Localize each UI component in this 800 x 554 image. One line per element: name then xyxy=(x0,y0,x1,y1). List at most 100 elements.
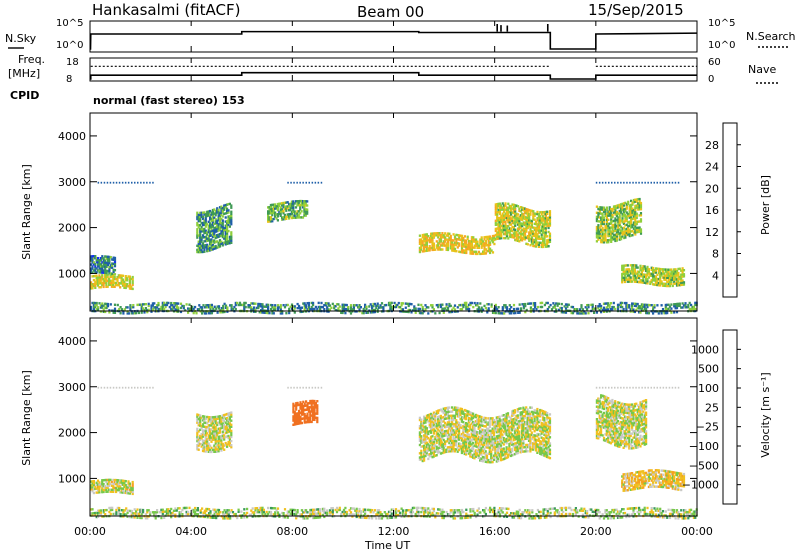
heat-cell xyxy=(650,278,653,282)
heat-cell xyxy=(427,449,430,452)
heat-cell xyxy=(634,216,637,220)
heat-cell xyxy=(110,488,113,491)
heat-cell xyxy=(224,429,227,433)
heat-cell xyxy=(227,215,230,218)
heat-cell xyxy=(121,491,125,494)
heat-cell xyxy=(94,286,97,289)
heat-cell xyxy=(512,232,515,235)
heat-cell xyxy=(483,425,486,428)
heat-cell xyxy=(453,433,456,436)
heat-cell xyxy=(501,228,504,232)
heat-cell xyxy=(514,311,517,315)
heat-cell xyxy=(99,259,102,262)
heat-cell xyxy=(458,409,461,412)
heat-cell xyxy=(611,213,614,217)
heat-cell xyxy=(209,444,212,447)
heat-cell xyxy=(109,266,112,269)
heat-cell xyxy=(600,234,603,238)
heat-cell xyxy=(480,418,483,421)
heat-cell xyxy=(492,421,496,424)
heat-cell xyxy=(510,223,513,226)
heat-cell xyxy=(218,417,222,420)
heat-cell xyxy=(204,450,207,453)
heat-cell xyxy=(228,237,231,241)
heat-cell xyxy=(539,241,542,244)
heat-cell xyxy=(479,436,482,439)
heat-cell xyxy=(181,304,184,308)
heat-cell xyxy=(630,214,633,217)
heat-cell xyxy=(659,274,662,277)
heat-cell xyxy=(495,445,498,448)
heat-cell xyxy=(432,430,435,433)
heat-cell xyxy=(460,234,464,238)
heat-cell xyxy=(407,310,410,314)
heat-cell xyxy=(116,481,119,484)
heat-cell xyxy=(455,239,458,243)
heat-cell xyxy=(576,308,579,311)
heat-cell xyxy=(620,219,623,222)
heat-cell xyxy=(112,258,115,261)
heat-cell xyxy=(223,310,226,314)
heat-cell xyxy=(170,303,173,307)
heat-cell xyxy=(473,457,476,460)
heat-cell xyxy=(617,232,620,236)
nave-tick-bottom: 0 xyxy=(708,74,714,85)
heat-cell xyxy=(389,301,392,305)
heat-cell xyxy=(624,230,627,233)
heat-cell xyxy=(223,204,226,207)
heat-cell xyxy=(630,222,633,225)
heat-cell xyxy=(622,232,626,236)
heat-cell xyxy=(309,418,312,421)
heat-cell xyxy=(437,434,440,437)
range-3000-dot xyxy=(100,181,103,184)
heat-cell xyxy=(526,226,529,230)
heat-cell xyxy=(504,202,507,205)
heat-cell xyxy=(508,304,511,307)
heat-cell xyxy=(226,224,229,227)
heat-cell xyxy=(349,304,353,307)
heat-cell xyxy=(126,491,129,495)
heat-cell xyxy=(449,423,452,426)
heat-cell xyxy=(206,440,209,443)
heat-cell xyxy=(525,236,528,239)
heat-region-3 xyxy=(418,406,552,464)
heat-cell xyxy=(680,306,683,309)
heat-cell xyxy=(481,443,484,446)
heat-cell xyxy=(432,440,435,444)
heat-cell xyxy=(213,436,216,439)
heat-cell xyxy=(533,214,536,217)
heat-cell xyxy=(640,273,643,276)
heat-cell xyxy=(196,446,199,449)
heat-cell xyxy=(678,267,681,270)
heat-cell xyxy=(564,303,568,306)
heat-cell xyxy=(427,436,430,440)
heat-cell xyxy=(299,204,302,207)
heat-cell xyxy=(333,306,336,310)
heat-cell xyxy=(122,312,125,315)
heat-cell xyxy=(621,235,624,238)
heat-cell xyxy=(261,303,264,306)
heat-cell xyxy=(496,237,499,240)
heat-cell xyxy=(494,311,497,315)
heat-cell xyxy=(103,478,107,482)
heat-cell xyxy=(477,446,480,449)
heat-cell xyxy=(604,302,607,305)
heat-cell xyxy=(504,230,507,234)
heat-cell xyxy=(607,222,610,226)
heat-cell xyxy=(444,238,447,241)
heat-cell xyxy=(451,447,454,451)
heat-cell xyxy=(494,423,497,426)
heat-cell xyxy=(220,217,223,221)
heat-cell xyxy=(491,237,495,240)
heat-region-8 xyxy=(90,301,698,315)
heat-cell xyxy=(227,203,230,206)
heat-cell xyxy=(379,306,382,309)
heat-cell xyxy=(275,205,278,208)
heat-cell xyxy=(170,301,173,305)
heat-cell xyxy=(226,242,229,245)
heat-cell xyxy=(99,485,102,488)
heat-cell xyxy=(231,308,235,311)
heat-cell xyxy=(526,214,529,217)
heat-cell xyxy=(359,306,362,309)
heat-cell xyxy=(503,304,506,307)
